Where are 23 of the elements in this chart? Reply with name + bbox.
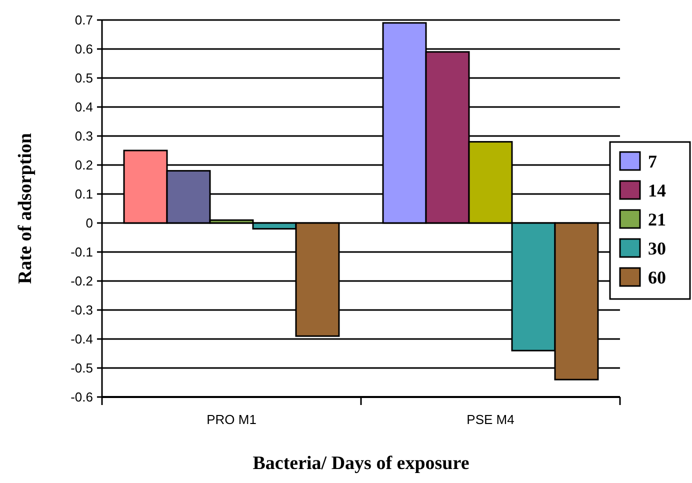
legend-label: 30 bbox=[648, 238, 666, 258]
y-tick-label: 0.2 bbox=[74, 158, 93, 173]
legend-label: 21 bbox=[648, 209, 666, 230]
x-tick-label: PRO M1 bbox=[206, 412, 256, 427]
y-tick-label: 0.4 bbox=[74, 100, 93, 115]
y-axis-title: Rate of adsorption bbox=[15, 132, 36, 284]
y-tick-label: 0.5 bbox=[74, 70, 93, 86]
y-tick-label: -0.2 bbox=[70, 274, 93, 289]
legend-label: 7 bbox=[648, 151, 657, 172]
y-tick-label: 0.3 bbox=[74, 128, 93, 144]
y-tick-label: -0.1 bbox=[70, 244, 93, 260]
y-tick-label: -0.6 bbox=[70, 390, 93, 405]
y-tick-label: -0.3 bbox=[70, 302, 93, 318]
y-tick-label: 0.6 bbox=[74, 42, 93, 57]
legend-label: 60 bbox=[648, 267, 666, 288]
y-tick-label: 0.1 bbox=[74, 186, 93, 202]
x-tick-label: PSE M4 bbox=[466, 412, 514, 427]
x-axis-title: Bacteria/ Days of exposure bbox=[252, 453, 470, 474]
y-tick-label: 0 bbox=[86, 216, 93, 231]
legend-label: 14 bbox=[648, 180, 666, 200]
y-tick-label: -0.4 bbox=[70, 332, 93, 347]
y-tick-label: -0.5 bbox=[70, 360, 93, 376]
y-tick-label: 0.7 bbox=[74, 12, 93, 28]
